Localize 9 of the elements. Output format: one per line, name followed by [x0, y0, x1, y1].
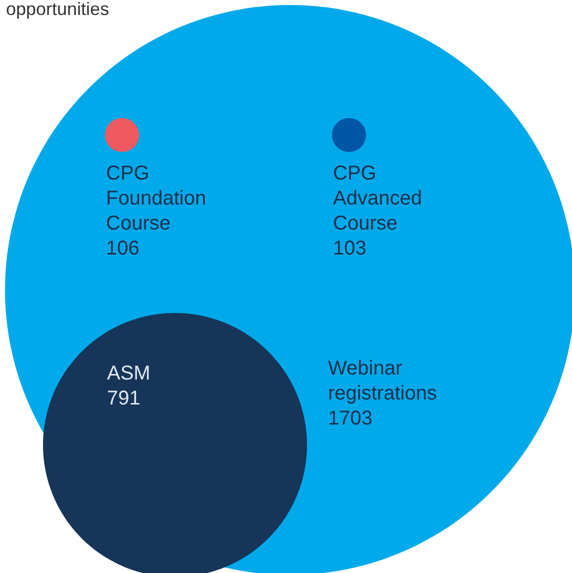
- data-label: 1703: [328, 408, 372, 430]
- category-label: CPG Foundation Course: [106, 162, 206, 234]
- category-label: ASM: [107, 362, 150, 384]
- category-label: CPG Advanced Course: [333, 162, 422, 234]
- text: opportunities: [6, 0, 110, 19]
- category-label: Webinar registrations: [328, 358, 437, 404]
- data-label: 791: [107, 388, 140, 410]
- data-label: 103: [333, 238, 366, 260]
- data-label: 106: [106, 238, 140, 260]
